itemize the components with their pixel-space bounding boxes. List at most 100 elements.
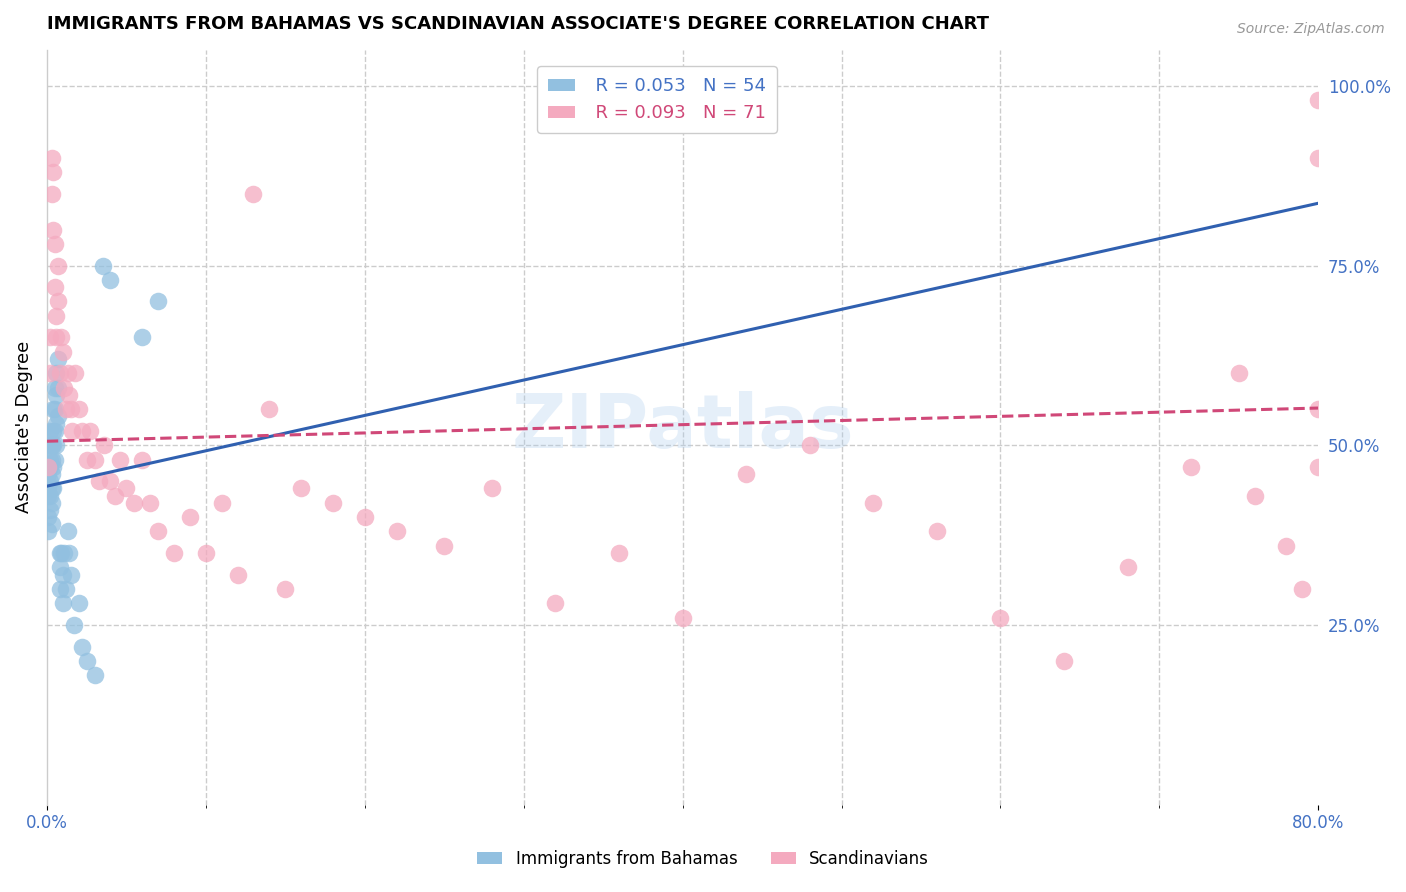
Point — [45, 417, 67, 431]
Point — [39, 330, 62, 344]
Point — [44, 381, 66, 395]
Point — [1308, 93, 1330, 107]
Point — [39, 424, 62, 438]
Point — [1116, 560, 1139, 574]
Point — [1227, 367, 1250, 381]
Point — [39, 489, 62, 503]
Point — [44, 452, 66, 467]
Point — [862, 496, 884, 510]
Point — [211, 496, 233, 510]
Point — [67, 596, 90, 610]
Point — [242, 186, 264, 201]
Point — [55, 402, 77, 417]
Point — [179, 510, 201, 524]
Point — [39, 367, 62, 381]
Point — [42, 165, 65, 179]
Point — [37, 459, 59, 474]
Point — [115, 481, 138, 495]
Point — [42, 402, 65, 417]
Point — [46, 294, 69, 309]
Point — [48, 367, 70, 381]
Point — [194, 546, 217, 560]
Point — [52, 596, 75, 610]
Point — [45, 388, 67, 402]
Point — [139, 496, 162, 510]
Point — [1275, 539, 1298, 553]
Point — [48, 546, 70, 560]
Point — [131, 330, 153, 344]
Point — [44, 402, 66, 417]
Point — [41, 496, 63, 510]
Point — [100, 273, 122, 287]
Point — [41, 151, 63, 165]
Point — [44, 236, 66, 251]
Point — [1243, 489, 1265, 503]
Point — [124, 496, 146, 510]
Point — [48, 582, 70, 596]
Point — [45, 367, 67, 381]
Text: ZIPatlas: ZIPatlas — [512, 391, 853, 464]
Point — [83, 668, 105, 682]
Point — [79, 424, 101, 438]
Point — [59, 567, 82, 582]
Point — [56, 367, 79, 381]
Point — [46, 381, 69, 395]
Point — [39, 503, 62, 517]
Point — [259, 402, 281, 417]
Point — [37, 510, 59, 524]
Point — [39, 459, 62, 474]
Y-axis label: Associate's Degree: Associate's Degree — [15, 341, 32, 514]
Point — [70, 424, 93, 438]
Point — [59, 402, 82, 417]
Point — [44, 424, 66, 438]
Point — [51, 546, 73, 560]
Point — [44, 280, 66, 294]
Point — [353, 510, 375, 524]
Point — [671, 611, 693, 625]
Text: IMMIGRANTS FROM BAHAMAS VS SCANDINAVIAN ASSOCIATE'S DEGREE CORRELATION CHART: IMMIGRANTS FROM BAHAMAS VS SCANDINAVIAN … — [46, 15, 988, 33]
Point — [146, 294, 169, 309]
Point — [37, 524, 59, 539]
Point — [91, 259, 114, 273]
Point — [131, 452, 153, 467]
Point — [83, 452, 105, 467]
Point — [65, 367, 87, 381]
Point — [163, 546, 186, 560]
Point — [290, 481, 312, 495]
Point — [53, 546, 76, 560]
Point — [42, 222, 65, 236]
Point — [41, 452, 63, 467]
Point — [39, 474, 62, 488]
Point — [37, 481, 59, 495]
Point — [1180, 459, 1202, 474]
Point — [60, 424, 83, 438]
Point — [52, 567, 75, 582]
Point — [46, 351, 69, 366]
Point — [1308, 151, 1330, 165]
Point — [45, 309, 67, 323]
Point — [799, 438, 821, 452]
Point — [89, 474, 111, 488]
Point — [42, 424, 65, 438]
Point — [1308, 402, 1330, 417]
Point — [322, 496, 344, 510]
Point — [274, 582, 297, 596]
Point — [41, 467, 63, 481]
Point — [37, 489, 59, 503]
Legend: Immigrants from Bahamas, Scandinavians: Immigrants from Bahamas, Scandinavians — [471, 844, 935, 875]
Point — [46, 409, 69, 424]
Point — [51, 330, 73, 344]
Point — [70, 640, 93, 654]
Point — [52, 344, 75, 359]
Point — [45, 330, 67, 344]
Point — [735, 467, 758, 481]
Point — [481, 481, 503, 495]
Point — [42, 481, 65, 495]
Point — [58, 546, 80, 560]
Point — [385, 524, 408, 539]
Point — [990, 611, 1012, 625]
Point — [42, 438, 65, 452]
Legend:   R = 0.053   N = 54,   R = 0.093   N = 71: R = 0.053 N = 54, R = 0.093 N = 71 — [537, 66, 778, 133]
Point — [925, 524, 948, 539]
Point — [108, 452, 131, 467]
